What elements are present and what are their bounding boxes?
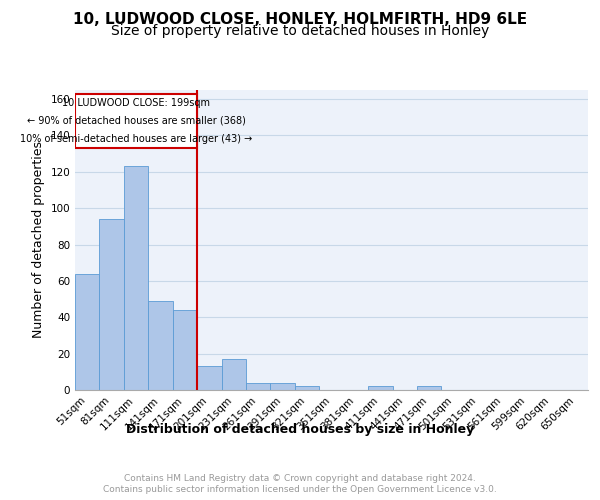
Bar <box>173 310 197 390</box>
Bar <box>124 166 148 390</box>
Y-axis label: Number of detached properties: Number of detached properties <box>32 142 45 338</box>
Text: 10 LUDWOOD CLOSE: 199sqm: 10 LUDWOOD CLOSE: 199sqm <box>62 98 210 108</box>
Bar <box>75 94 197 148</box>
Text: 10, LUDWOOD CLOSE, HONLEY, HOLMFIRTH, HD9 6LE: 10, LUDWOOD CLOSE, HONLEY, HOLMFIRTH, HD… <box>73 12 527 28</box>
Text: Distribution of detached houses by size in Honley: Distribution of detached houses by size … <box>126 422 474 436</box>
Bar <box>100 219 124 390</box>
Bar <box>221 359 246 390</box>
Bar <box>417 386 442 390</box>
Bar <box>75 274 100 390</box>
Text: 10% of semi-detached houses are larger (43) →: 10% of semi-detached houses are larger (… <box>20 134 252 144</box>
Bar <box>271 382 295 390</box>
Text: Contains HM Land Registry data © Crown copyright and database right 2024.: Contains HM Land Registry data © Crown c… <box>124 474 476 483</box>
Bar <box>368 386 392 390</box>
Bar <box>246 382 271 390</box>
Text: Size of property relative to detached houses in Honley: Size of property relative to detached ho… <box>111 24 489 38</box>
Text: ← 90% of detached houses are smaller (368): ← 90% of detached houses are smaller (36… <box>26 116 245 126</box>
Text: Contains public sector information licensed under the Open Government Licence v3: Contains public sector information licen… <box>103 485 497 494</box>
Bar <box>295 386 319 390</box>
Bar <box>148 301 173 390</box>
Bar <box>197 366 221 390</box>
